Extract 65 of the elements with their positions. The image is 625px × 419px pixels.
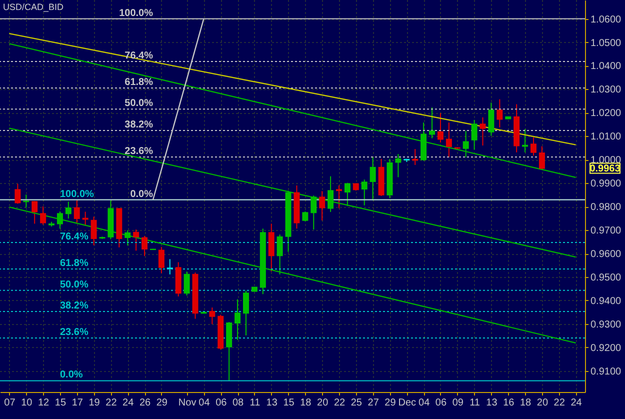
x-tick-label: 13 (486, 398, 498, 408)
x-tick-label: 24 (122, 398, 134, 408)
x-tick-label: Nov (178, 398, 196, 408)
y-tick-label: 0.9900 (590, 178, 622, 190)
x-tick-label: 16 (503, 398, 515, 408)
x-tick-label: 29 (156, 398, 168, 408)
x-tick-label: 15 (283, 398, 295, 408)
y-tick-label: 1.0300 (590, 84, 622, 96)
x-tick-label: Dec (398, 398, 416, 408)
annotation: 23.6% (60, 327, 88, 338)
x-tick-label: 22 (554, 398, 566, 408)
y-tick-label: 0.9100 (590, 366, 622, 378)
annotation: 0.0% (130, 188, 154, 200)
x-tick-label: 09 (452, 398, 464, 408)
x-tick-label: 18 (300, 398, 312, 408)
x-tick-label: 25 (350, 398, 362, 408)
annotation: 23.6% (124, 146, 154, 158)
x-tick-label: 06 (435, 398, 447, 408)
y-tick-label: 1.0500 (590, 38, 622, 49)
x-tick-label: 20 (317, 398, 329, 408)
y-tick-label: 0.9200 (590, 342, 622, 354)
annotation: 38.2% (60, 300, 88, 312)
x-tick-label: 22 (334, 398, 346, 408)
annotation: 100.0% (60, 188, 94, 200)
x-tick-label: 20 (536, 398, 548, 408)
y-tick-label: 1.0200 (590, 108, 622, 120)
x-tick-label: 17 (72, 398, 84, 408)
y-tick-label: 0.9500 (590, 272, 622, 284)
x-tick-label: 18 (520, 398, 532, 408)
y-tick-label: 0.9300 (590, 319, 622, 330)
x-tick-label: 29 (384, 398, 396, 408)
x-tick-label: 10 (21, 398, 33, 408)
x-tick-label: 11 (470, 398, 480, 408)
x-tick-label: 04 (418, 398, 430, 408)
y-tick-label: 1.0100 (590, 132, 622, 143)
y-tick-label: 1.0600 (590, 14, 622, 26)
x-tick-label: 26 (139, 398, 152, 408)
annotation: 61.8% (124, 77, 154, 88)
x-tick-label: 08 (232, 398, 244, 408)
x-tick-label: 27 (368, 398, 380, 408)
annotation: 61.8% (60, 258, 88, 269)
text: 0.9963 (590, 163, 621, 174)
annotation: 38.2% (124, 120, 154, 131)
x-tick-label: 19 (88, 398, 100, 408)
annotation: 50.0% (60, 279, 88, 290)
x-tick-label: 07 (4, 398, 16, 408)
x-tick-label: 13 (266, 398, 278, 408)
annotation: 76.4% (60, 231, 88, 242)
x-tick-label: 15 (54, 398, 66, 408)
x-tick-label: 04 (198, 398, 210, 408)
annotation: 100.0% (119, 8, 154, 19)
y-tick-label: 0.9800 (590, 202, 622, 214)
y-tick-label: 0.9400 (590, 296, 622, 307)
annotation: 76.4% (124, 50, 154, 62)
y-tick-label: 0.9700 (590, 226, 622, 237)
annotation: 50.0% (124, 98, 154, 110)
x-tick-label: 11 (250, 398, 261, 408)
y-tick-label: 0.9600 (590, 249, 622, 260)
annotation: 0.0% (60, 370, 83, 381)
x-tick-label: 12 (38, 398, 50, 408)
x-tick-label: 22 (106, 398, 118, 408)
chart-title: USD/CAD_BID (3, 2, 64, 12)
y-tick-label: 1.0400 (590, 61, 622, 72)
x-tick-label: 24 (570, 398, 582, 408)
x-tick-label: 06 (216, 398, 228, 408)
